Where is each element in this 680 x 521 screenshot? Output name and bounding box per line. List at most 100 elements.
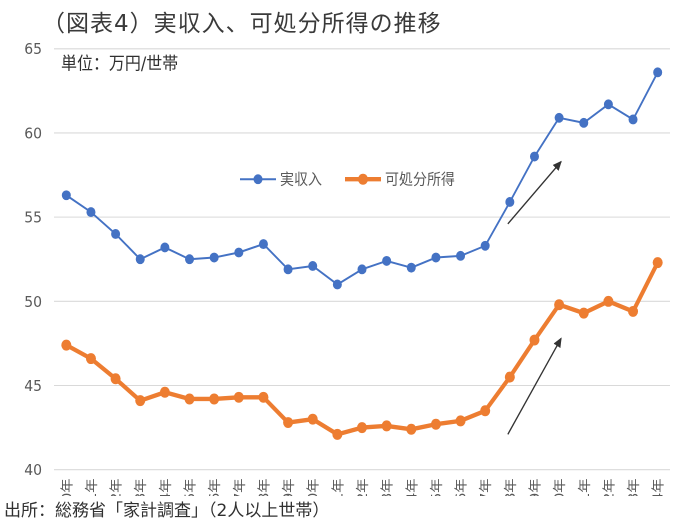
- data-point: [653, 67, 663, 78]
- trend-arrow: [507, 337, 562, 435]
- x-tick-label: 2003年: [134, 478, 149, 496]
- data-point: [628, 305, 639, 317]
- x-tick-label: 2018年: [503, 478, 518, 496]
- annotation-arrows: [507, 160, 562, 435]
- x-tick-label: 2000年: [60, 478, 75, 496]
- x-tick-label: 2023年: [627, 478, 642, 496]
- data-point: [406, 423, 417, 435]
- legend-swatch-marker: [253, 174, 263, 185]
- data-point: [603, 295, 614, 307]
- x-tick-label: 2010年: [306, 478, 321, 496]
- series-line: [65, 261, 660, 437]
- data-point: [307, 413, 318, 425]
- data-point: [283, 264, 293, 275]
- x-tick-label: 2011年: [331, 478, 346, 496]
- data-point: [233, 391, 244, 403]
- x-tick-label: 2008年: [257, 478, 272, 496]
- data-point: [357, 422, 367, 434]
- x-axis-tick-labels: 2000年 2001年 2002年 2003年 2004年 2005年 2006年 2007年…: [60, 478, 667, 496]
- x-tick-label: 2015年: [429, 478, 444, 496]
- x-tick-label: 2013年: [380, 478, 395, 496]
- data-point: [160, 242, 170, 253]
- data-point: [480, 240, 490, 251]
- gridlines: [54, 48, 670, 471]
- data-point: [184, 393, 195, 405]
- data-point: [234, 247, 244, 258]
- data-point: [456, 250, 466, 261]
- x-tick-label: 2012年: [356, 478, 371, 496]
- x-tick-label: 2007年: [232, 478, 247, 496]
- data-point: [332, 428, 343, 440]
- legend-item-1: 実収入: [240, 171, 322, 189]
- data-point: [579, 117, 589, 128]
- data-point: [258, 239, 268, 250]
- data-point: [61, 190, 71, 201]
- data-point: [480, 405, 491, 417]
- data-point: [308, 261, 318, 271]
- x-tick-label: 2020年: [553, 478, 568, 496]
- y-tick-label: 55: [24, 209, 42, 227]
- series-2: [61, 257, 663, 440]
- y-tick-label: 65: [24, 41, 42, 59]
- data-point: [430, 418, 441, 430]
- data-point: [209, 393, 220, 405]
- data-point: [209, 252, 219, 263]
- x-tick-label: 2017年: [479, 478, 494, 496]
- data-point: [159, 386, 170, 398]
- y-tick-label: 50: [24, 293, 42, 311]
- data-point: [283, 417, 294, 429]
- legend-item-2: 可処分所得: [345, 171, 455, 189]
- x-tick-label: 2014年: [405, 478, 420, 496]
- data-point: [135, 254, 145, 265]
- y-tick-label: 40: [24, 462, 42, 480]
- legend-label: 実収入: [280, 171, 322, 189]
- data-point: [85, 353, 96, 365]
- data-point: [431, 252, 441, 263]
- series-layer: [61, 67, 663, 440]
- data-point: [332, 279, 342, 290]
- data-point: [406, 262, 416, 273]
- data-point: [455, 415, 466, 427]
- data-point: [529, 151, 539, 162]
- x-tick-label: 2005年: [183, 478, 198, 496]
- data-point: [111, 229, 121, 239]
- x-tick-label: 2024年: [651, 478, 666, 496]
- data-point: [86, 207, 96, 218]
- legend: 実収入 可処分所得: [240, 171, 455, 189]
- x-tick-label: 2022年: [602, 478, 617, 496]
- data-point: [628, 114, 638, 125]
- series-1: [61, 67, 663, 290]
- data-point: [554, 112, 564, 123]
- data-point: [185, 254, 195, 265]
- x-tick-label: 2009年: [282, 478, 297, 496]
- data-point: [110, 373, 121, 385]
- data-point: [258, 391, 269, 403]
- y-tick-label: 60: [24, 125, 42, 143]
- trend-arrow: [507, 160, 562, 225]
- x-tick-label: 2004年: [158, 478, 173, 496]
- x-tick-label: 2006年: [208, 478, 223, 496]
- data-point: [652, 257, 663, 269]
- legend-swatch-marker: [358, 173, 368, 185]
- legend-label: 可処分所得: [385, 171, 455, 189]
- y-tick-label: 45: [24, 377, 42, 395]
- x-tick-label: 2016年: [454, 478, 469, 496]
- data-point: [554, 299, 565, 311]
- data-point: [505, 197, 515, 207]
- data-point: [382, 255, 392, 266]
- unit-label: 単位：万円/世帯: [61, 53, 178, 74]
- x-tick-label: 2019年: [528, 478, 543, 496]
- data-point: [381, 420, 392, 432]
- data-point: [504, 371, 515, 383]
- data-point: [529, 334, 540, 346]
- data-point: [603, 99, 613, 110]
- data-point: [357, 264, 367, 275]
- x-tick-label: 2002年: [109, 478, 124, 496]
- data-point: [135, 395, 146, 407]
- x-tick-label: 2001年: [85, 478, 100, 496]
- source-note: 出所：総務省「家計調査」（2人以上世帯）: [4, 501, 330, 521]
- data-point: [578, 307, 589, 319]
- data-point: [61, 339, 72, 351]
- y-axis-tick-labels: 40 45 50 55 60 65: [24, 41, 42, 480]
